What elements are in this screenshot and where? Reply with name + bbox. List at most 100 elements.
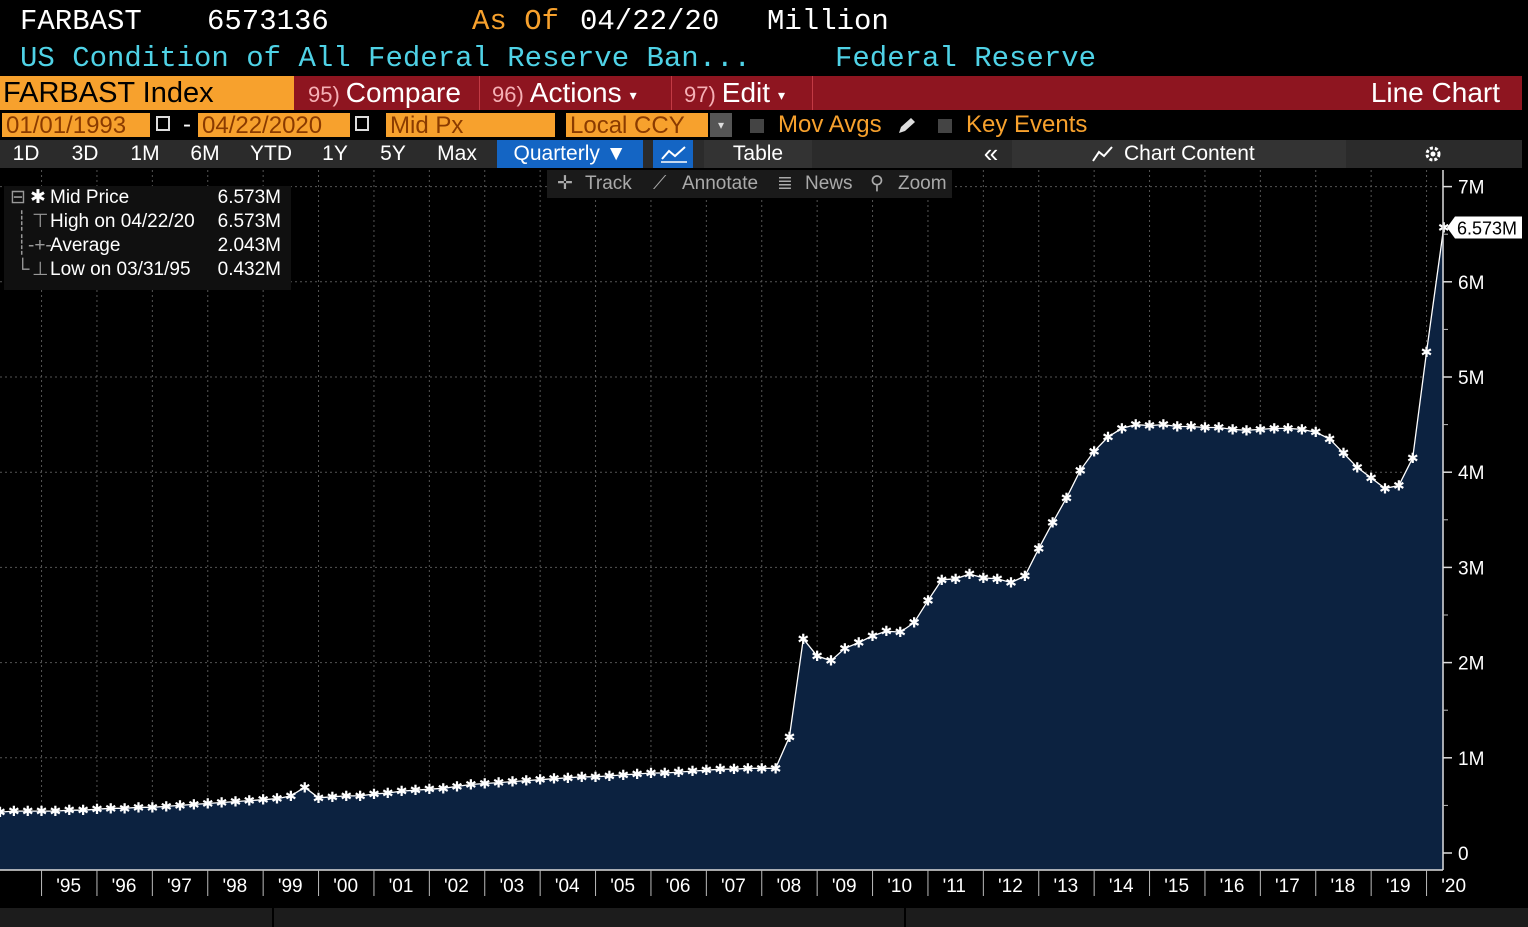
data-point: ✱: [22, 804, 34, 820]
key-events-label: Key Events: [966, 111, 1088, 138]
data-point: ✱: [1047, 516, 1059, 532]
data-point: ✱: [327, 790, 339, 806]
data-point: ✱: [0, 805, 6, 821]
period-bar: 1D 3D 1M 6M YTD 1Y 5Y Max Quarterly ▼ Ta…: [0, 140, 1522, 168]
average-line-icon: -+-: [28, 235, 52, 256]
compare-label: Compare: [345, 77, 461, 108]
price-area: [0, 227, 1444, 870]
last-value: 6573136: [207, 5, 329, 38]
mov-avgs-checkbox[interactable]: [750, 119, 764, 133]
data-point: ✱: [811, 649, 823, 665]
data-point: ✱: [1171, 420, 1183, 436]
period-1m[interactable]: 1M: [130, 142, 160, 165]
compare-menu[interactable]: 95) Compare: [296, 76, 480, 110]
key-events-checkbox[interactable]: [938, 119, 952, 133]
zoom-icon: ⚲: [870, 173, 884, 194]
end-date-field[interactable]: 04/22/2020: [198, 113, 350, 138]
x-tick-label: '98: [222, 876, 247, 897]
chart-tools: ✛ Track ⟋ Annotate ≣ News ⚲ Zoom: [547, 170, 952, 198]
calendar-icon[interactable]: [355, 116, 369, 131]
data-point: ✱: [1033, 541, 1045, 557]
price-field-select[interactable]: Mid Px: [386, 113, 555, 138]
frequency-select[interactable]: Quarterly ▼: [497, 140, 643, 168]
low-marker-icon: └: [16, 259, 30, 280]
news-tool[interactable]: News: [805, 173, 853, 194]
actions-number: 96): [492, 82, 524, 107]
data-point: ✱: [202, 796, 214, 812]
actions-label: Actions: [529, 77, 622, 108]
chevron-down-icon: ▾: [629, 86, 637, 103]
actions-menu[interactable]: 96) Actions ▾: [480, 76, 672, 110]
range-dash: -: [183, 111, 191, 138]
legend-row: ┊ ⊤ High on 04/22/20 6.573M: [4, 210, 291, 234]
period-max[interactable]: Max: [437, 142, 477, 165]
table-button[interactable]: Table: [704, 140, 812, 168]
data-point: ✱: [119, 801, 131, 817]
data-point: ✱: [91, 802, 103, 818]
data-point: ✱: [230, 795, 242, 811]
data-point: ✱: [507, 775, 519, 791]
line-chart-icon[interactable]: [653, 140, 693, 168]
annotate-tool[interactable]: Annotate: [682, 173, 759, 194]
legend-label: Mid Price: [50, 187, 130, 208]
x-tick-label: '10: [887, 876, 912, 897]
annotate-icon: ⟋: [653, 173, 667, 194]
edit-menu[interactable]: 97) Edit ▾: [672, 76, 813, 110]
data-point: ✱: [797, 632, 809, 648]
track-icon: ✛: [557, 173, 573, 194]
collapse-box-icon[interactable]: ⊟: [10, 187, 26, 208]
currency-dropdown-icon[interactable]: ▾: [710, 113, 732, 137]
data-point: ✱: [991, 572, 1003, 588]
data-point: ✱: [534, 773, 546, 789]
start-date-field[interactable]: 01/01/1993: [2, 113, 150, 138]
data-point: ✱: [105, 801, 117, 817]
settings-gear-icon[interactable]: [1348, 140, 1522, 168]
data-point: ✱: [936, 573, 948, 589]
chart-content-button[interactable]: Chart Content: [1012, 140, 1346, 168]
news-icon: ≣: [777, 173, 793, 194]
x-tick-label: '04: [555, 876, 580, 897]
zoom-tool[interactable]: Zoom: [898, 173, 947, 194]
data-point: ✱: [396, 784, 408, 800]
security-field[interactable]: FARBAST Index: [0, 76, 294, 110]
x-tick-label: '20: [1441, 876, 1466, 897]
currency-select[interactable]: Local CCY: [566, 113, 708, 138]
source-label: Federal Reserve: [835, 42, 1097, 75]
period-5y[interactable]: 5Y: [380, 142, 406, 165]
compare-number: 95): [308, 82, 340, 107]
data-point: ✱: [687, 764, 699, 780]
data-point: ✱: [77, 803, 89, 819]
chart-content-icon: [1092, 146, 1113, 162]
data-point: ✱: [756, 761, 768, 777]
chart-type-label: Line Chart: [1370, 77, 1500, 108]
data-point: ✱: [1310, 425, 1322, 441]
data-point: ✱: [590, 770, 602, 786]
data-point: ✱: [1407, 451, 1419, 467]
period-ytd[interactable]: YTD: [250, 142, 292, 165]
data-point: ✱: [243, 794, 255, 810]
x-tick-label: '00: [333, 876, 358, 897]
data-point: ✱: [728, 762, 740, 778]
x-axis: '95 '96 '97 '98 '99 '00 '01 '02 '03 '04 '05 '06 '07 '…: [0, 869, 1466, 897]
period-1d[interactable]: 1D: [12, 142, 40, 165]
track-tool[interactable]: Track: [585, 173, 632, 194]
period-3d[interactable]: 3D: [71, 142, 99, 165]
x-tick-label: '05: [610, 876, 635, 897]
last-value-box: [1447, 216, 1522, 239]
period-1y[interactable]: 1Y: [322, 142, 348, 165]
pencil-icon[interactable]: [896, 117, 918, 135]
data-point: ✱: [63, 803, 75, 819]
data-point: ✱: [562, 771, 574, 787]
data-point: ✱: [1241, 423, 1253, 439]
high-line-icon: ⊤: [32, 211, 49, 232]
x-tick-label: '06: [666, 876, 691, 897]
data-point: ✱: [950, 572, 962, 588]
data-point: ✱: [36, 804, 48, 820]
data-point: ✱: [1019, 569, 1031, 585]
calendar-icon[interactable]: [156, 116, 170, 131]
period-6m[interactable]: 6M: [190, 142, 220, 165]
x-tick-label: '01: [389, 876, 414, 897]
data-point: ✱: [1185, 420, 1197, 436]
collapse-icon[interactable]: «: [983, 138, 999, 168]
